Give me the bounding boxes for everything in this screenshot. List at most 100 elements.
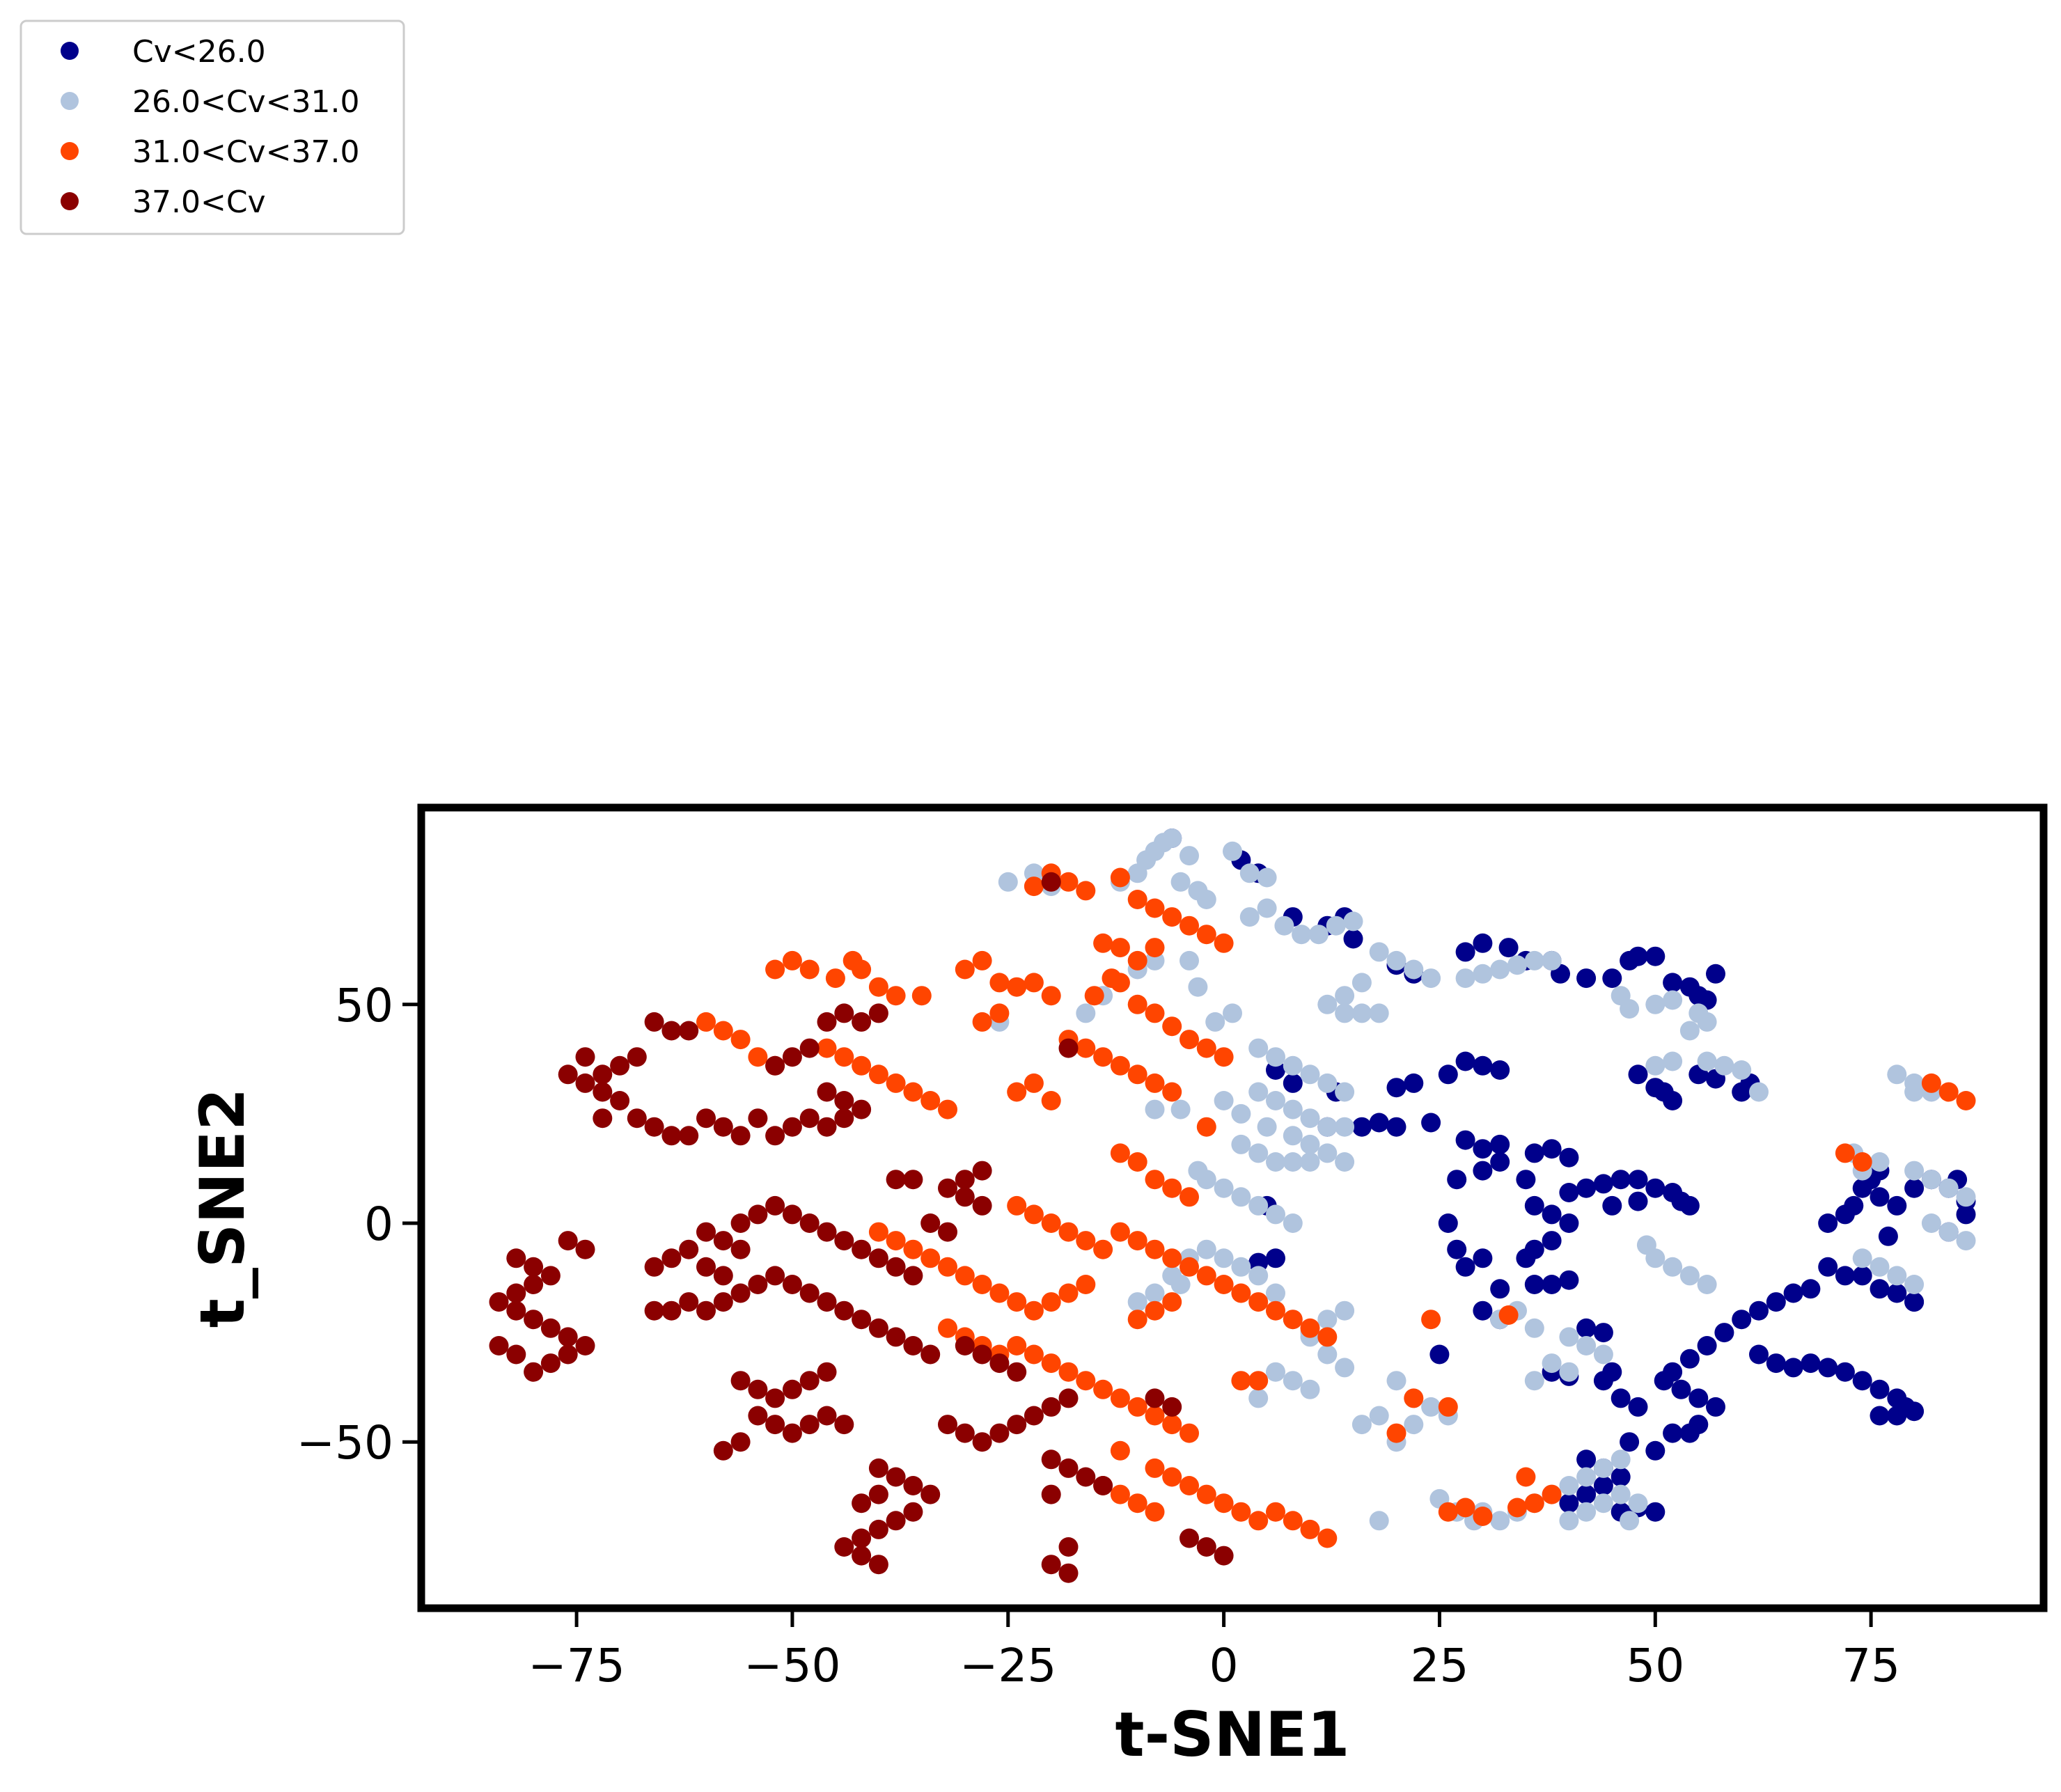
scatter-point xyxy=(1473,964,1493,984)
scatter-point xyxy=(506,1283,526,1303)
scatter-point xyxy=(1231,1371,1251,1391)
scatter-point xyxy=(868,1458,888,1478)
scatter-point xyxy=(1196,1038,1216,1058)
scatter-point xyxy=(1516,1467,1536,1487)
scatter-point xyxy=(1852,1248,1872,1268)
scatter-point xyxy=(1317,994,1338,1014)
scatter-point xyxy=(1679,1021,1700,1041)
scatter-point xyxy=(748,1047,768,1067)
scatter-point xyxy=(1196,1239,1216,1259)
scatter-point xyxy=(1732,1310,1752,1330)
scatter-point xyxy=(1645,1502,1666,1522)
scatter-point xyxy=(1317,1073,1338,1093)
scatter-point xyxy=(713,1440,733,1461)
scatter-point xyxy=(1214,933,1234,953)
scatter-point xyxy=(1162,1016,1182,1037)
scatter-point xyxy=(1058,1038,1079,1058)
scatter-point xyxy=(1110,1440,1130,1461)
scatter-point xyxy=(852,1239,872,1259)
scatter-point xyxy=(1145,1406,1165,1426)
scatter-point xyxy=(989,1283,1010,1303)
scatter-point xyxy=(1628,946,1648,966)
scatter-point xyxy=(558,1064,578,1085)
scatter-point xyxy=(1956,1204,1976,1225)
scatter-point xyxy=(1576,1502,1597,1522)
scatter-point xyxy=(852,1310,872,1330)
scatter-point xyxy=(1620,999,1640,1019)
scatter-point xyxy=(1024,877,1044,897)
scatter-point xyxy=(886,1467,906,1487)
scatter-point xyxy=(765,1195,785,1216)
x-tick-label: 25 xyxy=(1410,1639,1468,1692)
scatter-point xyxy=(1870,1406,1890,1426)
scatter-point xyxy=(1145,1003,1165,1023)
scatter-point xyxy=(1645,1055,1666,1076)
scatter-point xyxy=(1611,1388,1631,1408)
scatter-point xyxy=(1248,1082,1269,1102)
scatter-point xyxy=(1507,1498,1527,1518)
scatter-point xyxy=(524,1362,544,1382)
scatter-point xyxy=(661,1021,682,1041)
scatter-point xyxy=(1628,1493,1648,1514)
scatter-point xyxy=(1024,1344,1044,1365)
scatter-point xyxy=(1783,1283,1803,1303)
scatter-point xyxy=(1170,1275,1191,1294)
scatter-point xyxy=(1542,1484,1562,1504)
scatter-point xyxy=(1170,1099,1191,1119)
x-tick-label: −25 xyxy=(959,1639,1056,1692)
scatter-point xyxy=(852,1099,872,1119)
scatter-point xyxy=(1576,1449,1597,1470)
scatter-point xyxy=(1679,1349,1700,1369)
scatter-point xyxy=(1041,1292,1061,1312)
scatter-point xyxy=(938,1222,957,1242)
scatter-point xyxy=(1620,1432,1640,1452)
legend-marker xyxy=(61,142,79,160)
scatter-point xyxy=(903,1502,923,1522)
scatter-point xyxy=(730,1239,751,1259)
scatter-point xyxy=(1559,1327,1579,1347)
scatter-point xyxy=(1559,1213,1579,1233)
scatter-point xyxy=(868,1484,888,1504)
scatter-point xyxy=(911,986,932,1006)
scatter-point xyxy=(1145,1388,1165,1408)
scatter-point xyxy=(713,1266,733,1286)
scatter-point xyxy=(1248,1143,1269,1163)
scatter-point xyxy=(1663,1051,1683,1071)
scatter-point xyxy=(1887,1266,1907,1286)
scatter-point xyxy=(730,1283,751,1303)
scatter-point xyxy=(1162,1178,1182,1198)
scatter-point xyxy=(1145,898,1165,918)
scatter-point xyxy=(1239,863,1260,883)
scatter-point xyxy=(610,1091,630,1110)
scatter-point xyxy=(765,1266,785,1286)
scatter-point xyxy=(782,1379,802,1399)
scatter-point xyxy=(886,1257,906,1277)
scatter-point xyxy=(730,1126,751,1146)
scatter-point xyxy=(1231,1103,1251,1124)
scatter-point xyxy=(1679,1266,1700,1286)
scatter-point xyxy=(868,1248,888,1268)
scatter-point xyxy=(1524,1493,1544,1514)
scatter-point xyxy=(661,1126,682,1146)
scatter-point xyxy=(1196,1537,1216,1557)
scatter-point xyxy=(868,1555,888,1575)
scatter-point xyxy=(834,1231,854,1251)
legend-marker xyxy=(61,42,79,60)
scatter-point xyxy=(506,1344,526,1365)
scatter-point xyxy=(730,1432,751,1452)
scatter-point xyxy=(1127,1064,1147,1085)
scatter-point xyxy=(989,1353,1010,1374)
scatter-point xyxy=(817,1117,837,1137)
scatter-point xyxy=(593,1064,613,1085)
scatter-point xyxy=(1292,925,1312,945)
scatter-point xyxy=(1214,1047,1234,1067)
scatter-point xyxy=(575,1239,595,1259)
scatter-point xyxy=(1455,942,1475,962)
scatter-point xyxy=(1611,1467,1631,1487)
scatter-point xyxy=(834,1108,854,1129)
scatter-point xyxy=(1127,1152,1147,1172)
scatter-point xyxy=(852,1528,872,1548)
scatter-point xyxy=(1455,1257,1475,1277)
scatter-point xyxy=(1266,1204,1285,1225)
scatter-point xyxy=(1196,1266,1216,1286)
